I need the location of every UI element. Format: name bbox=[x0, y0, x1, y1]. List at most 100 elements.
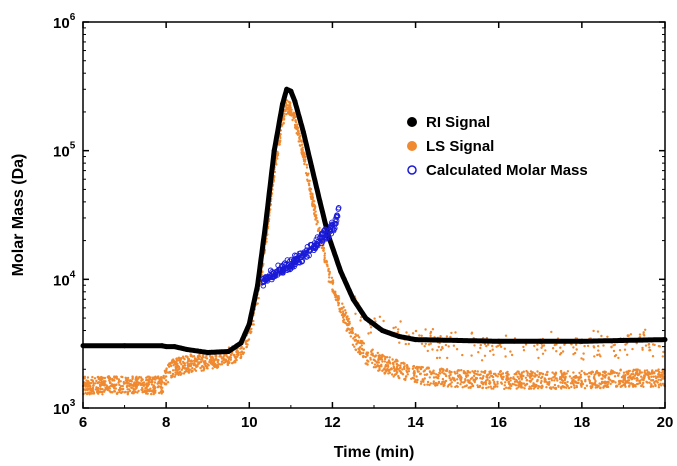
ls-signal-point bbox=[139, 376, 143, 379]
ls-signal-point bbox=[536, 343, 539, 346]
ls-signal-point bbox=[202, 355, 205, 359]
ls-signal-point bbox=[306, 174, 309, 177]
ls-signal-point bbox=[385, 356, 389, 359]
ls-signal-point bbox=[485, 386, 488, 390]
ls-signal-point bbox=[191, 369, 194, 373]
ls-signal-point bbox=[300, 139, 303, 142]
ls-signal-point bbox=[367, 360, 370, 363]
ls-signal-point bbox=[456, 372, 459, 375]
ls-signal-point bbox=[117, 380, 121, 383]
ls-signal-point bbox=[110, 383, 114, 386]
ls-signal-point bbox=[302, 158, 305, 161]
ls-signal-point bbox=[118, 386, 122, 390]
ls-signal-point bbox=[650, 375, 653, 378]
ls-signal-point bbox=[653, 343, 656, 347]
ls-signal-point bbox=[641, 383, 644, 386]
ls-signal-point bbox=[647, 375, 650, 378]
molar-mass-point bbox=[286, 261, 292, 268]
ls-signal-point bbox=[242, 351, 246, 354]
ls-signal-point bbox=[604, 370, 607, 374]
ls-signal-point bbox=[579, 373, 582, 377]
ls-signal-point bbox=[347, 317, 350, 321]
ls-signal-point bbox=[220, 363, 224, 366]
ri-signal-point bbox=[163, 344, 169, 350]
ls-signal-point bbox=[524, 343, 528, 346]
ls-signal-point bbox=[142, 390, 145, 393]
ls-signal-point bbox=[127, 382, 131, 385]
ls-signal-point bbox=[627, 381, 630, 384]
ls-signal-point bbox=[651, 369, 654, 372]
ls-signal-point bbox=[197, 361, 200, 365]
ls-signal-point bbox=[585, 373, 589, 376]
ls-signal-point bbox=[384, 365, 387, 368]
ls-signal-point bbox=[652, 379, 655, 382]
ls-signal-point bbox=[609, 378, 612, 381]
ls-signal-point bbox=[152, 386, 155, 389]
ls-signal-point bbox=[435, 373, 438, 376]
ls-signal-point bbox=[426, 383, 429, 386]
ls-signal-point bbox=[630, 378, 633, 381]
ls-signal-point bbox=[421, 378, 424, 381]
ls-signal-point bbox=[609, 382, 612, 386]
ls-signal-point bbox=[183, 370, 187, 374]
legend-marker bbox=[407, 141, 417, 151]
ls-signal-point bbox=[152, 392, 155, 396]
ls-signal-point bbox=[592, 329, 595, 333]
ls-signal-point bbox=[570, 377, 573, 380]
ls-signal-point bbox=[204, 360, 207, 363]
ls-signal-point bbox=[423, 345, 426, 348]
ls-signal-point bbox=[197, 357, 201, 361]
ls-signal-point bbox=[322, 246, 325, 250]
ls-signal-point bbox=[544, 349, 547, 352]
ls-signal-point bbox=[185, 370, 189, 373]
x-tick-label: 18 bbox=[574, 414, 591, 431]
ls-signal-point bbox=[331, 279, 335, 282]
molar-mass-point bbox=[265, 273, 271, 280]
ls-signal-point bbox=[104, 386, 107, 389]
ls-signal-point bbox=[614, 354, 618, 357]
ls-signal-point bbox=[432, 380, 435, 383]
ls-signal-point bbox=[657, 378, 660, 381]
ls-signal-point bbox=[450, 381, 453, 384]
ls-signal-point bbox=[211, 359, 215, 362]
ls-signal-point bbox=[322, 249, 325, 252]
ls-signal-point bbox=[164, 383, 167, 386]
ls-signal-point bbox=[488, 379, 491, 383]
ls-signal-point bbox=[657, 373, 660, 376]
ri-signal-series bbox=[80, 86, 668, 355]
ls-signal-point bbox=[479, 377, 482, 380]
ls-signal-point bbox=[648, 381, 651, 384]
ls-signal-point bbox=[445, 369, 449, 373]
ls-signal-point bbox=[605, 385, 609, 388]
ls-signal-point bbox=[311, 192, 314, 196]
ri-signal-point bbox=[317, 199, 323, 205]
ls-signal-point bbox=[337, 304, 340, 307]
ls-signal-point bbox=[239, 356, 243, 360]
ls-signal-point bbox=[222, 358, 225, 361]
ls-signal-point bbox=[239, 353, 243, 356]
ls-signal-point bbox=[651, 385, 655, 388]
ls-signal-point bbox=[554, 372, 557, 376]
ls-signal-point bbox=[145, 379, 148, 382]
ls-signal-point bbox=[529, 370, 533, 373]
ls-signal-point bbox=[487, 343, 490, 346]
ls-signal-point bbox=[512, 376, 515, 379]
ls-signal-point bbox=[613, 375, 617, 378]
ls-signal-point bbox=[579, 383, 583, 386]
ls-signal-point bbox=[599, 386, 602, 390]
ls-signal-point bbox=[522, 374, 525, 378]
ls-signal-point bbox=[171, 361, 174, 364]
ls-signal-point bbox=[99, 387, 103, 391]
ls-signal-point bbox=[354, 348, 358, 352]
ls-signal-point bbox=[113, 389, 116, 393]
ls-signal-point bbox=[136, 381, 140, 384]
ls-signal-point bbox=[103, 381, 106, 384]
ls-signal-point bbox=[378, 315, 382, 318]
ls-signal-point bbox=[580, 369, 583, 373]
ls-signal-point bbox=[291, 118, 294, 122]
ls-signal-point bbox=[118, 390, 121, 394]
ls-signal-point bbox=[391, 358, 394, 361]
molar-mass-point bbox=[319, 235, 325, 241]
ls-signal-point bbox=[406, 365, 409, 368]
molar-mass-point bbox=[293, 256, 299, 263]
